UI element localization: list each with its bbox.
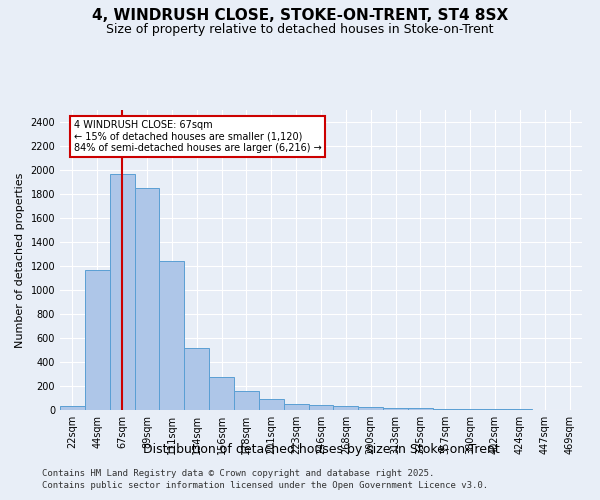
Bar [408, 408, 433, 410]
Bar [184, 348, 209, 410]
Bar [160, 261, 184, 410]
Text: 4 WINDRUSH CLOSE: 67sqm
← 15% of detached houses are smaller (1,120)
84% of semi: 4 WINDRUSH CLOSE: 67sqm ← 15% of detache… [74, 120, 322, 153]
Bar [60, 406, 85, 410]
Text: Contains public sector information licensed under the Open Government Licence v3: Contains public sector information licen… [42, 481, 488, 490]
Bar [458, 409, 482, 410]
Bar [134, 188, 160, 410]
Y-axis label: Number of detached properties: Number of detached properties [15, 172, 25, 348]
Bar [284, 404, 308, 410]
Bar [358, 408, 383, 410]
Bar [110, 174, 134, 410]
Bar [209, 377, 234, 410]
Bar [383, 408, 408, 410]
Text: Distribution of detached houses by size in Stoke-on-Trent: Distribution of detached houses by size … [143, 442, 499, 456]
Bar [334, 406, 358, 410]
Bar [259, 399, 284, 410]
Text: Size of property relative to detached houses in Stoke-on-Trent: Size of property relative to detached ho… [106, 22, 494, 36]
Bar [234, 392, 259, 410]
Bar [433, 409, 458, 410]
Bar [85, 270, 110, 410]
Text: Contains HM Land Registry data © Crown copyright and database right 2025.: Contains HM Land Registry data © Crown c… [42, 468, 434, 477]
Bar [308, 405, 334, 410]
Text: 4, WINDRUSH CLOSE, STOKE-ON-TRENT, ST4 8SX: 4, WINDRUSH CLOSE, STOKE-ON-TRENT, ST4 8… [92, 8, 508, 22]
